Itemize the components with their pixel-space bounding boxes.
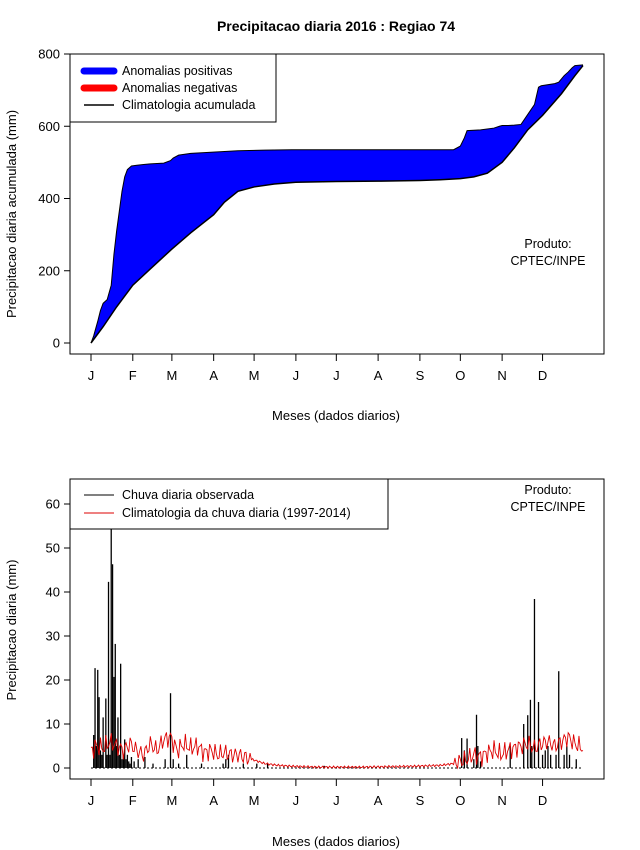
legend-box	[69, 478, 389, 530]
y-tick-label: 50	[46, 541, 60, 556]
y-tick-label: 400	[38, 191, 60, 206]
positive-anomaly-area	[91, 64, 583, 343]
y-tick-label: 800	[38, 47, 60, 62]
y-tick-label: 20	[46, 673, 60, 688]
climatology-layer	[90, 731, 584, 770]
x-tick-label: A	[209, 793, 218, 808]
legend-label-climatology: Climatologia acumulada	[122, 98, 255, 112]
y-tick-label: 60	[46, 497, 60, 512]
cumulative-precipitation-chart: Precipitacao diaria 2016 : Regiao 74 0 20…	[4, 18, 605, 423]
x-tick-label: J	[88, 368, 95, 383]
daily-precipitation-chart: 0 10 20 30 40 50 60 J F M A M J J A S O N D Meses (dados …	[4, 478, 605, 849]
legend-label-climatology: Climatologia da chuva diaria (1997-2014)	[122, 506, 351, 520]
plot-frame	[69, 53, 605, 355]
x-tick-label: M	[166, 368, 177, 383]
y-axis: 0 10 20 30 40 50 60	[46, 497, 70, 776]
x-tick-label: M	[166, 793, 177, 808]
x-tick-label: S	[416, 793, 425, 808]
x-tick-label: J	[293, 368, 300, 383]
x-tick-label: S	[416, 368, 425, 383]
x-tick-label: F	[129, 368, 137, 383]
legend-label-observed: Chuva diaria observada	[122, 488, 254, 502]
product-source: CPTEC/INPE	[510, 500, 585, 514]
x-tick-label: O	[455, 368, 465, 383]
chart-title: Precipitacao diaria 2016 : Regiao 74	[217, 18, 455, 34]
legend-label-positive: Anomalias positivas	[122, 64, 232, 78]
climatology-cumulative-line	[90, 65, 584, 344]
product-label: Produto:	[524, 237, 571, 251]
x-tick-label: J	[88, 793, 95, 808]
x-tick-label: D	[538, 368, 547, 383]
x-tick-label: M	[249, 368, 260, 383]
observed-cumulative-line	[90, 64, 584, 344]
y-tick-label: 600	[38, 119, 60, 134]
anomaly-fill-layer	[91, 64, 583, 343]
y-tick-label: 0	[53, 761, 60, 776]
line-layer	[90, 64, 584, 344]
legend: Anomalias positivas Anomalias negativas …	[69, 53, 277, 123]
x-tick-label: O	[455, 793, 465, 808]
x-tick-label: A	[209, 368, 218, 383]
x-tick-label: J	[293, 793, 300, 808]
y-axis-label: Precipitacao diaria (mm)	[4, 560, 19, 701]
climatology-daily-line	[90, 731, 584, 770]
y-tick-label: 30	[46, 629, 60, 644]
x-tick-label: N	[497, 793, 506, 808]
x-tick-label: D	[538, 793, 547, 808]
y-axis-label: Precipitacao diaria acumulada (mm)	[4, 110, 19, 318]
x-tick-label: A	[374, 368, 383, 383]
x-tick-label: J	[333, 793, 340, 808]
y-axis: 0 200 400 600 800	[38, 47, 70, 351]
y-tick-label: 0	[53, 336, 60, 351]
x-tick-label: F	[129, 793, 137, 808]
observed-rain-layer	[91, 528, 583, 769]
x-tick-label: N	[497, 368, 506, 383]
product-source: CPTEC/INPE	[510, 254, 585, 268]
legend: Chuva diaria observada Climatologia da c…	[69, 478, 389, 530]
y-tick-label: 200	[38, 263, 60, 278]
x-axis-label: Meses (dados diarios)	[272, 834, 400, 849]
product-label: Produto:	[524, 483, 571, 497]
x-axis-label: Meses (dados diarios)	[272, 408, 400, 423]
x-tick-label: M	[249, 793, 260, 808]
legend-label-negative: Anomalias negativas	[122, 81, 237, 95]
x-tick-label: A	[374, 793, 383, 808]
x-tick-label: J	[333, 368, 340, 383]
y-tick-label: 40	[46, 585, 60, 600]
y-tick-label: 10	[46, 717, 60, 732]
